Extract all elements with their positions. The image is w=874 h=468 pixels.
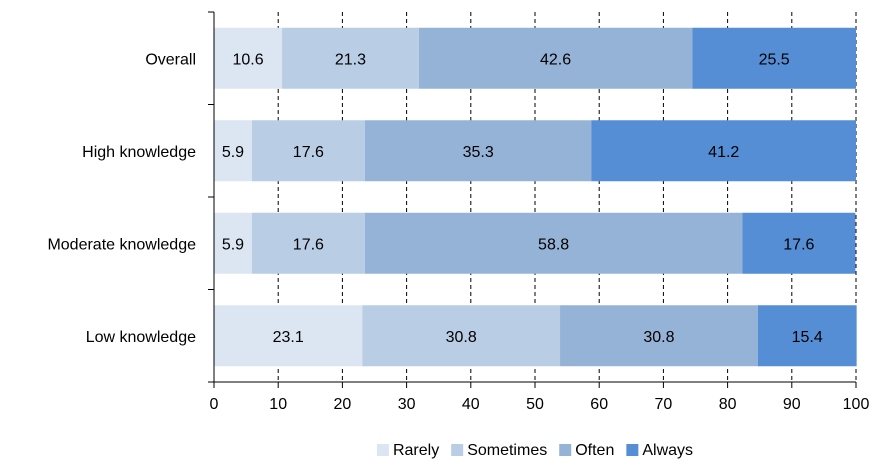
- data-label-sometimes-1: 17.6: [293, 144, 324, 161]
- bars: 10.6 21.3 42.6 25.5 5.9 17.6 35.3 41.2 5.9 17.6 58…: [214, 27, 857, 367]
- data-label-rarely-0: 10.6: [232, 51, 263, 68]
- data-label-often-2: 58.8: [538, 236, 569, 253]
- data-label-sometimes-3: 30.8: [446, 329, 477, 346]
- bar-sometimes-1: [251, 120, 365, 182]
- bar-rarely-2: [214, 212, 252, 274]
- bar-often-1: [364, 120, 592, 182]
- x-tick-label-50: 50: [526, 396, 544, 413]
- bar-always-1: [591, 120, 856, 182]
- x-tick-label-70: 70: [655, 396, 673, 413]
- bar-always-0: [692, 27, 856, 89]
- data-label-rarely-2: 5.9: [222, 236, 244, 253]
- x-tick-label-100: 100: [843, 396, 870, 413]
- data-label-often-3: 30.8: [643, 329, 674, 346]
- bar-sometimes-3: [362, 305, 561, 367]
- category-label-3: Low knowledge: [86, 329, 196, 346]
- data-label-always-2: 17.6: [783, 236, 814, 253]
- bar-rarely-1: [214, 120, 252, 182]
- bar-always-2: [742, 212, 856, 274]
- legend-swatch-rarely: [376, 444, 389, 456]
- legend: Rarely Sometimes Often Always: [376, 442, 693, 459]
- category-label-0: Overall: [145, 51, 196, 68]
- data-label-always-0: 25.5: [759, 51, 790, 68]
- x-tick-label-30: 30: [398, 396, 416, 413]
- legend-label-rarely: Rarely: [393, 442, 439, 459]
- legend-swatch-sometimes: [451, 444, 464, 456]
- category-label-2: Moderate knowledge: [47, 236, 196, 253]
- data-label-rarely-1: 5.9: [222, 144, 244, 161]
- category-label-1: High knowledge: [82, 144, 196, 161]
- legend-swatch-always: [626, 444, 639, 456]
- bar-often-3: [560, 305, 758, 367]
- x-tick-label-40: 40: [462, 396, 480, 413]
- legend-swatch-often: [559, 444, 572, 456]
- data-label-often-0: 42.6: [540, 51, 571, 68]
- x-tick-label-60: 60: [590, 396, 608, 413]
- bar-rarely-3: [214, 305, 363, 367]
- x-tick-label-20: 20: [334, 396, 352, 413]
- bar-sometimes-0: [282, 27, 419, 89]
- axes: Overall High knowledge Moderate knowledge L…: [47, 11, 870, 413]
- data-label-rarely-3: 23.1: [273, 329, 304, 346]
- legend-label-often: Often: [575, 442, 614, 459]
- legend-label-sometimes: Sometimes: [467, 442, 547, 459]
- data-label-always-3: 15.4: [792, 329, 823, 346]
- data-label-sometimes-2: 17.6: [293, 236, 324, 253]
- x-tick-label-80: 80: [719, 396, 737, 413]
- x-tick-label-10: 10: [269, 396, 287, 413]
- bar-sometimes-2: [251, 212, 365, 274]
- legend-label-always: Always: [642, 442, 693, 459]
- x-tick-label-90: 90: [783, 396, 801, 413]
- x-tick-label-0: 0: [210, 396, 219, 413]
- data-label-always-1: 41.2: [708, 144, 739, 161]
- data-label-sometimes-0: 21.3: [335, 51, 366, 68]
- bar-often-2: [364, 212, 743, 274]
- data-label-often-1: 35.3: [463, 144, 494, 161]
- bar-often-0: [418, 27, 693, 89]
- bar-always-3: [757, 305, 857, 367]
- bar-rarely-0: [214, 27, 283, 89]
